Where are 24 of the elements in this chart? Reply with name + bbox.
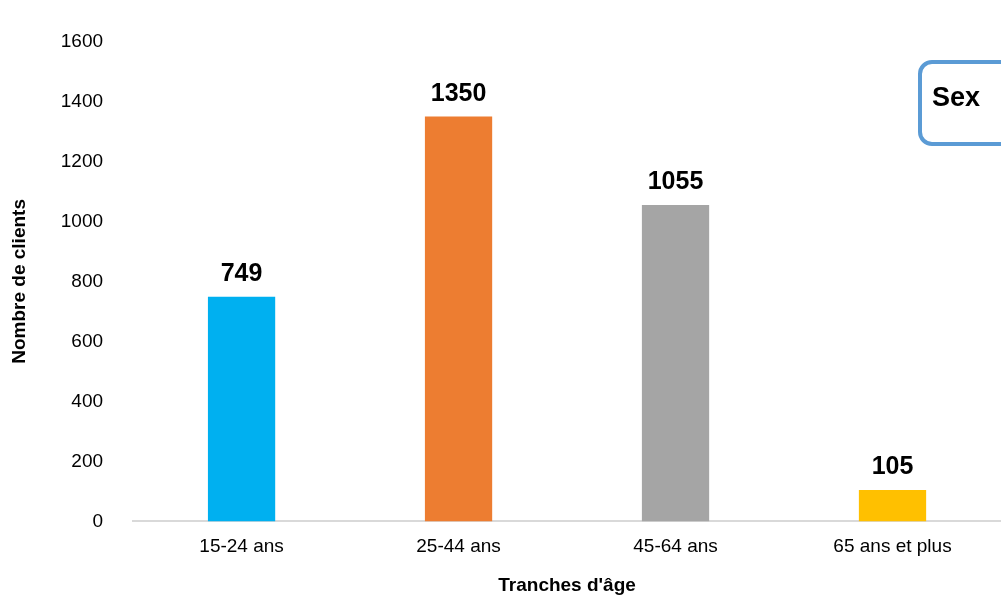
bar	[641, 204, 710, 522]
annotation: Sex	[932, 82, 981, 113]
x-tick-label: 65 ans et plus	[833, 535, 952, 557]
data-label: 105	[871, 451, 914, 480]
x-axis-title: Tranches d'âge	[498, 573, 636, 595]
data-label: 1055	[647, 166, 704, 195]
y-tick-label: 200	[71, 449, 104, 471]
x-tick-label: 25-44 ans	[416, 535, 501, 557]
y-tick-label: 400	[71, 389, 104, 411]
data-label: 749	[220, 258, 263, 287]
y-tick-label: 1600	[60, 29, 104, 51]
x-tick-label: 15-24 ans	[199, 535, 284, 557]
y-tick-label: 1000	[60, 209, 104, 231]
bar	[858, 489, 927, 522]
data-label: 1350	[430, 77, 487, 106]
y-tick-label: 800	[71, 269, 104, 291]
bar	[207, 296, 276, 522]
y-tick-label: 1200	[60, 149, 104, 171]
y-axis-title: Nombre de clients	[7, 199, 29, 364]
bar	[424, 116, 493, 522]
y-tick-label: 600	[71, 329, 104, 351]
x-tick-label: 45-64 ans	[633, 535, 718, 557]
y-tick-label: 0	[92, 509, 104, 531]
y-tick-label: 1400	[60, 89, 104, 111]
